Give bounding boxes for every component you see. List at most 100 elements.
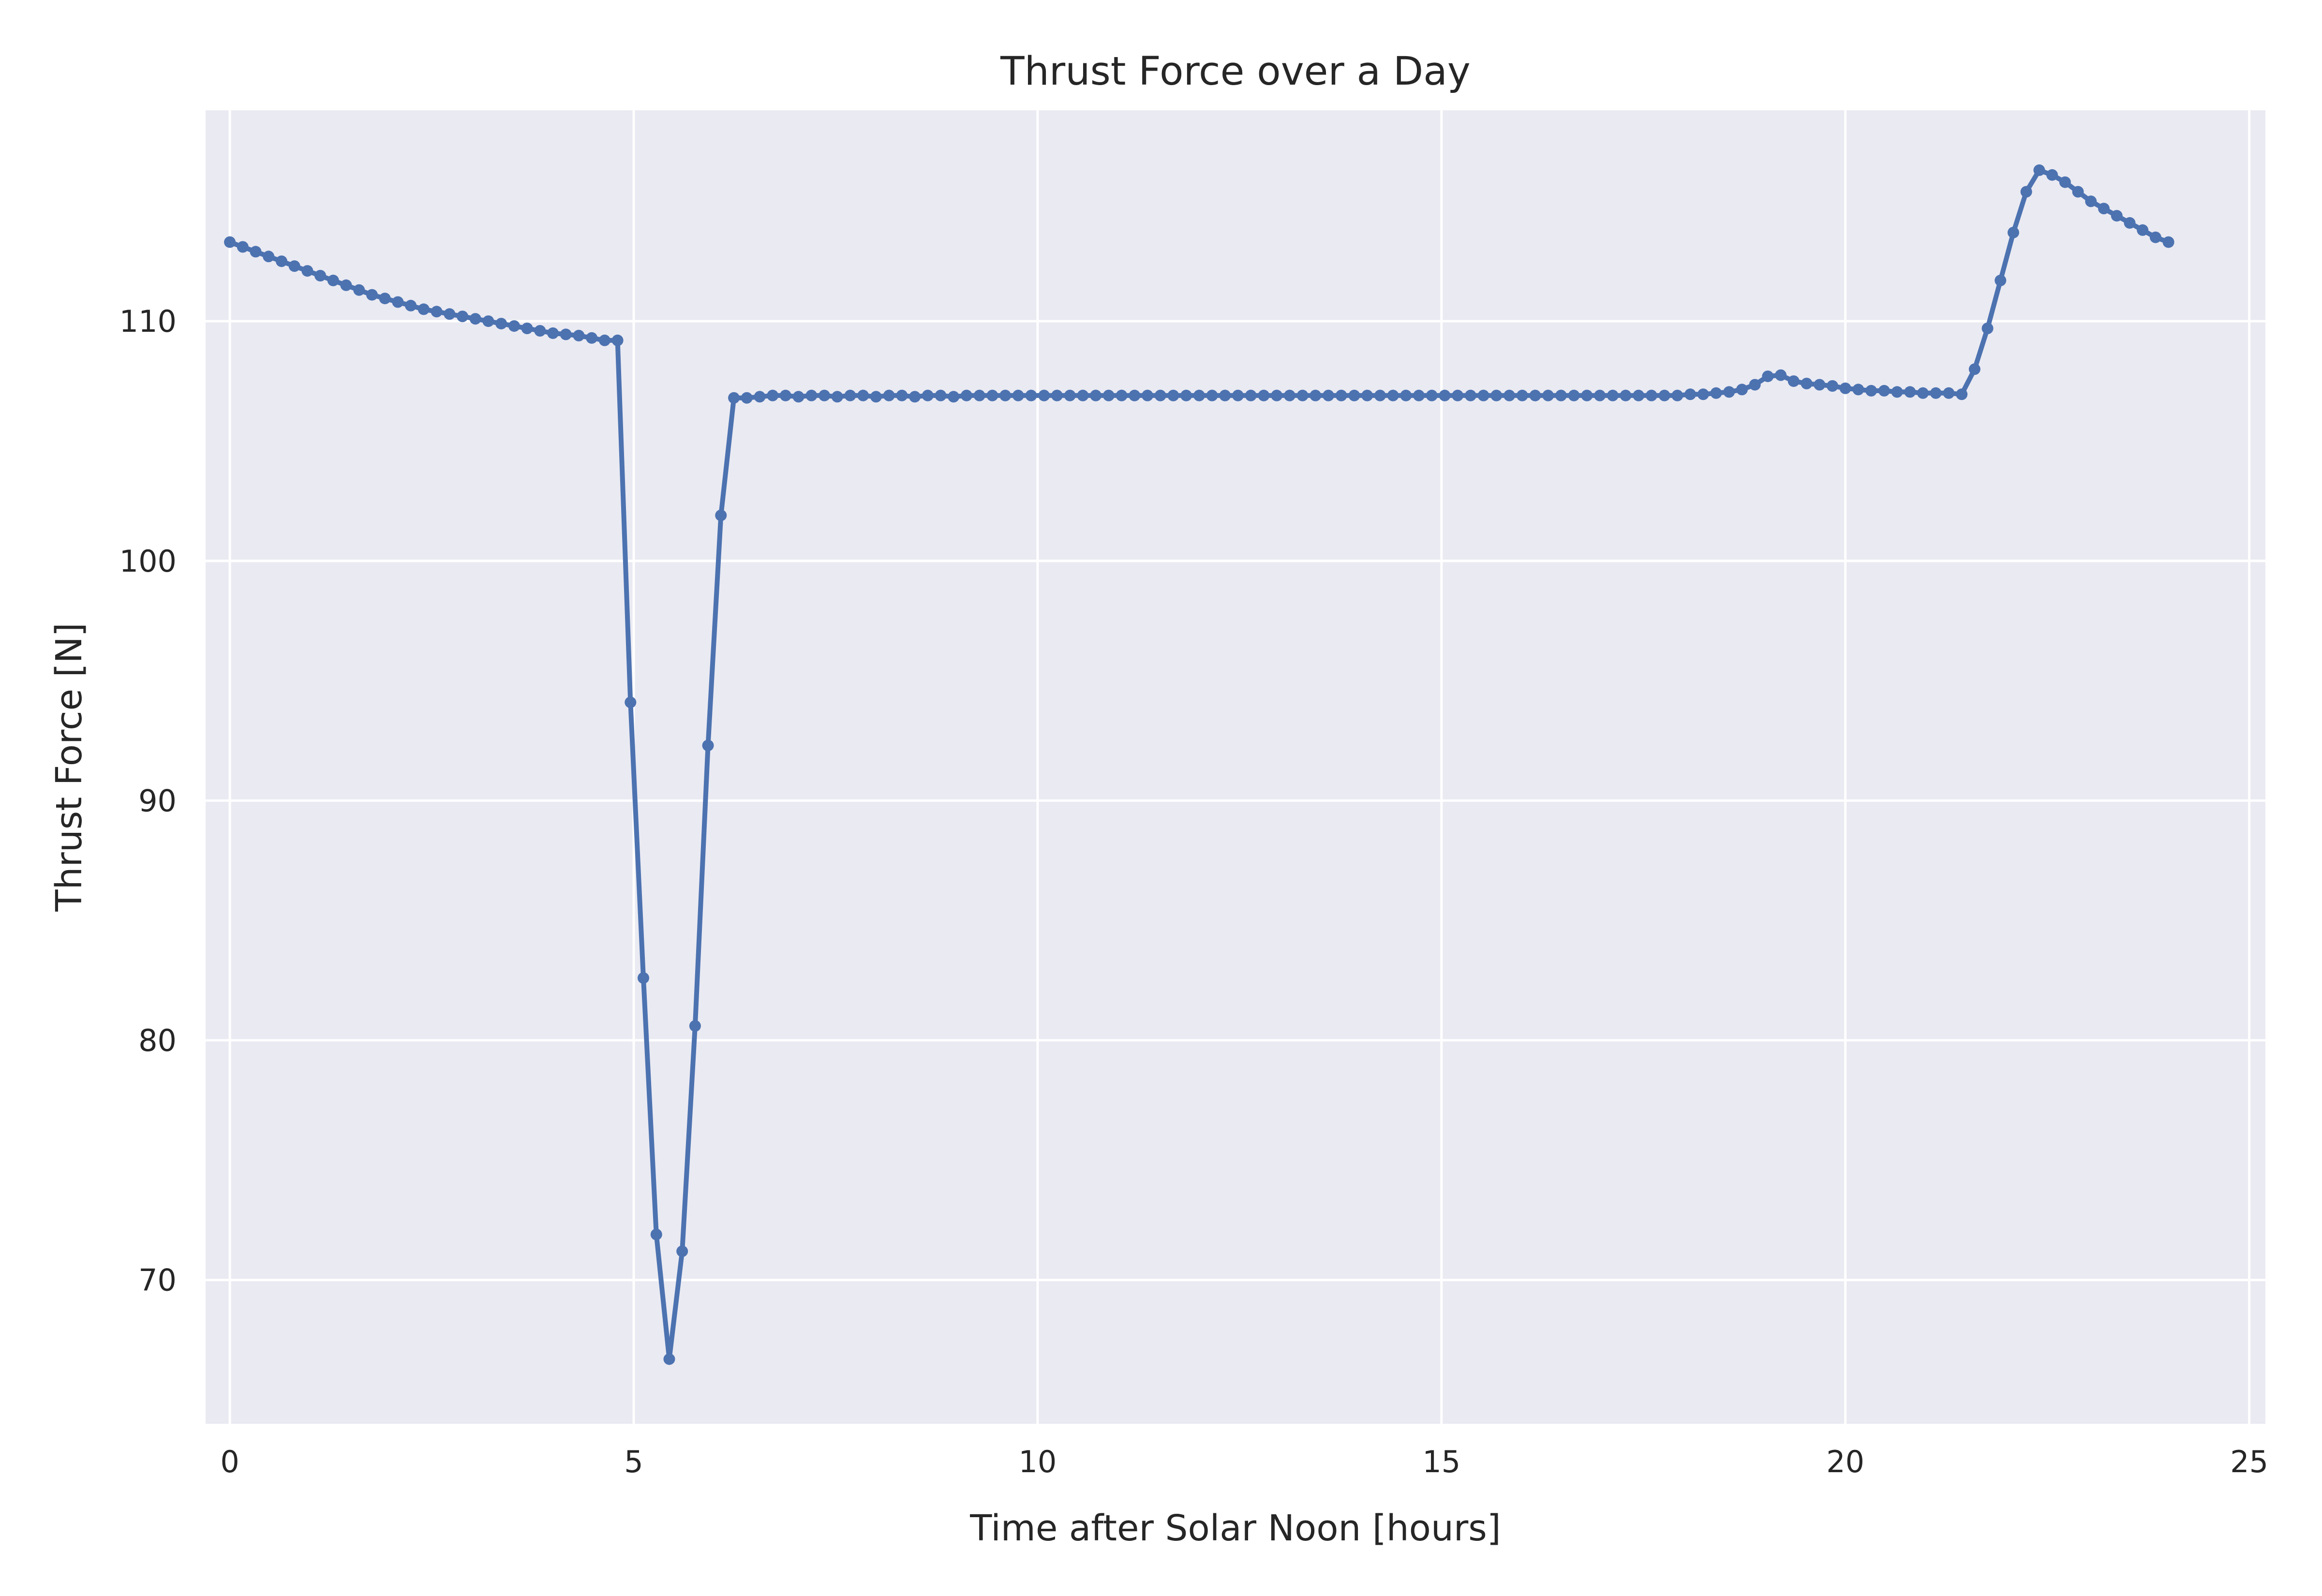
data-point [1736,384,1748,396]
data-point [1749,379,1761,391]
data-point [1464,389,1476,401]
data-point [1283,389,1295,401]
data-point [805,389,818,401]
data-point [819,389,831,401]
data-point [1956,388,1968,400]
data-point [237,241,249,253]
data-point [1129,389,1141,401]
data-point [2098,203,2110,215]
data-point [405,299,417,311]
x-tick-label: 10 [1018,1444,1057,1479]
data-point [1452,389,1464,401]
data-point [1503,389,1516,401]
data-point [1271,389,1283,401]
data-point [1516,389,1528,401]
data-point [1387,389,1399,401]
data-point [922,389,934,401]
x-tick-label: 25 [2230,1444,2268,1479]
y-tick-label: 100 [119,544,177,579]
chart-title: Thrust Force over a Day [1000,49,1471,94]
data-point [1439,389,1451,401]
data-point [2124,217,2136,229]
data-point [663,1353,675,1365]
data-point [1839,382,1851,394]
data-point [521,323,533,334]
data-point [469,313,481,325]
data-point [1142,389,1153,401]
data-point [1981,323,1994,334]
data-point [1878,384,1890,397]
data-point [948,391,960,403]
data-point [1400,389,1412,401]
data-point [353,284,365,296]
data-point [1180,389,1192,401]
data-point [1193,389,1205,401]
data-point [1607,389,1619,401]
data-point [250,246,262,258]
data-point [1917,387,1929,399]
data-point [831,391,843,403]
data-point [263,251,275,263]
x-axis-ticks: 0 5 10 15 20 25 [220,1444,2268,1479]
data-point [327,274,339,286]
y-tick-label: 110 [119,304,177,339]
data-point [2085,195,2097,207]
data-point [741,392,753,404]
data-point [1555,389,1567,401]
data-point [650,1228,662,1241]
data-point [909,391,921,403]
data-point [689,1020,701,1032]
data-point [340,279,352,291]
data-point [1038,389,1050,401]
data-point [573,329,585,341]
y-tick-label: 80 [138,1023,177,1058]
data-point [1335,389,1347,401]
data-point [1697,388,1709,400]
data-point [999,389,1012,401]
data-point [844,389,856,401]
data-point [1064,389,1076,401]
data-point [986,389,998,401]
data-point [792,391,804,403]
data-point [1232,389,1244,401]
data-point [1258,389,1270,401]
data-point [598,334,610,346]
data-point [482,315,494,327]
data-point [1025,389,1037,401]
data-point [1090,389,1102,401]
data-point [1542,389,1554,401]
x-tick-label: 15 [1422,1444,1460,1479]
data-point [1684,388,1697,400]
data-point [1361,389,1373,401]
data-point [728,392,740,404]
data-point [1077,389,1089,401]
data-point [314,270,327,281]
data-point [2149,231,2161,243]
data-point [1723,386,1735,398]
data-point [1801,378,1813,389]
data-point [961,389,972,401]
data-point [366,289,378,301]
data-point [392,296,404,308]
data-point [2020,186,2032,198]
data-point [276,255,287,267]
data-point [767,389,779,401]
data-point [1051,389,1063,401]
data-point [495,318,507,330]
data-point [417,303,430,315]
data-point [1710,387,1722,399]
data-point [1995,274,2007,286]
data-point [1814,379,1826,391]
data-point [1787,375,1800,387]
data-point [1865,384,1877,397]
data-point [547,327,559,339]
data-point [301,265,313,277]
data-point [883,389,895,401]
data-point [1426,389,1438,401]
data-point [1102,389,1115,401]
data-point [896,389,908,401]
y-tick-label: 90 [138,783,177,818]
data-point [1852,384,1864,396]
data-point [1154,389,1166,401]
data-point [1620,389,1632,401]
